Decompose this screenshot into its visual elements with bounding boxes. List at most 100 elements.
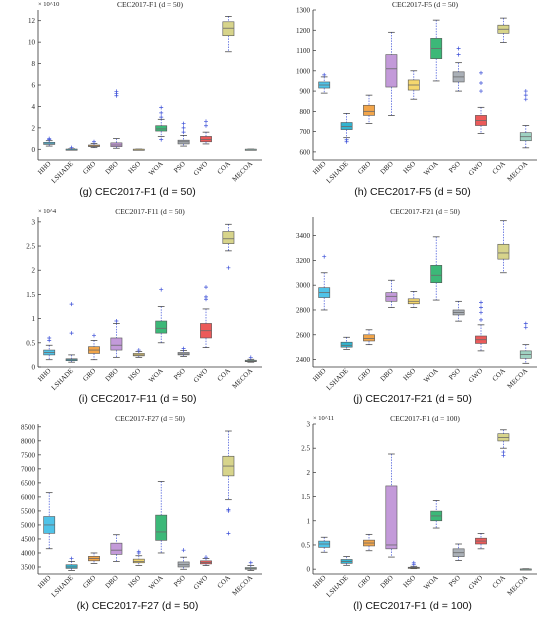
y-tick-label: 600 (300, 148, 311, 156)
boxplot-f21-d50: CEC2017-F21 (d = 50) 2400 2600 2800 3000 3200… (296, 207, 537, 392)
y-tick-label: 2400 (296, 356, 311, 364)
y-tick-label: 3200 (296, 257, 311, 265)
x-tick-label: HSO (127, 367, 143, 383)
outlier-marker (159, 105, 164, 110)
boxplot-f1-d100: CEC2017-F1 (d = 100) × 10^11 0 0.5 1 1.5 2 2.5 3… (301, 414, 537, 599)
iqr-box (385, 485, 398, 550)
x-tick-label: GWO (467, 160, 484, 177)
box-hso (407, 291, 420, 308)
outlier-marker (479, 310, 483, 315)
box-hso (407, 70, 420, 100)
x-tick-label: COA (216, 160, 232, 176)
outlier-marker (69, 331, 74, 336)
box-coa (222, 223, 235, 270)
x-tick-label: PSO (447, 574, 462, 589)
box-dbo (110, 319, 123, 358)
outlier-marker (181, 548, 186, 553)
chart-title: CEC2017-F5 (d = 50) (392, 0, 459, 9)
outlier-marker (159, 110, 164, 115)
iqr-box (155, 320, 168, 334)
y-tick-label: 4 (32, 103, 36, 111)
outlier-marker (47, 136, 52, 141)
caption-j: (j) CEC2017-F21 (d = 50) (353, 393, 472, 405)
iqr-box (110, 337, 123, 351)
x-tick-label: COA (216, 574, 232, 590)
outlier-marker (181, 125, 186, 130)
x-tick-label: PSO (172, 367, 187, 382)
box-lshade (340, 556, 353, 566)
box-pso (452, 543, 465, 561)
y-tick-label: 4000 (21, 549, 36, 557)
boxplot-f27-d50: CEC2017-F27 (d = 50) 3500 4000 4500 5000 5500… (21, 414, 262, 599)
box-mecoa (244, 148, 257, 151)
x-tick-label: HHO (311, 367, 327, 383)
x-tick-label: GRO (356, 367, 372, 383)
x-tick-label: LSHADE (50, 367, 75, 392)
y-tick-label: 5000 (21, 521, 36, 529)
x-tick-label: WOA (422, 367, 439, 384)
y-tick-label: 7500 (21, 451, 36, 459)
x-tick-label: PSO (172, 160, 187, 175)
box-woa (430, 500, 443, 529)
panel-k: CEC2017-F27 (d = 50) 3500 4000 4500 5000 5500… (0, 414, 275, 621)
outlier-marker (344, 139, 349, 144)
panel-g: CEC2017-F1 (d = 50) × 10^10 0 2 4 6 8 10 12 HHO LS… (0, 0, 275, 207)
box-woa (155, 105, 168, 142)
box-gwo (200, 285, 212, 348)
x-tick-label: HHO (36, 160, 52, 176)
y-tick-label: 1.5 (301, 493, 310, 501)
outlier-marker (226, 507, 231, 512)
chart-title: CEC2017-F1 (d = 100) (390, 414, 460, 423)
x-tick-label: DBO (104, 160, 120, 176)
box-hho (318, 254, 331, 311)
box-pso (452, 300, 465, 322)
y-tick-label: 4500 (21, 535, 36, 543)
box-mecoa (519, 321, 532, 364)
outlier-marker (523, 89, 528, 94)
x-tick-label: HHO (311, 160, 327, 176)
y-tick-label: 0 (307, 566, 311, 574)
box-gro (88, 139, 100, 149)
x-tick-label: MECOA (231, 574, 255, 598)
x-tick-label: MECOA (506, 367, 530, 391)
y-tick-label: 0 (32, 364, 36, 372)
x-tick-label: MECOA (231, 160, 255, 184)
outlier-marker (226, 265, 231, 270)
iqr-box (385, 54, 398, 88)
chart-title: CEC2017-F21 (d = 50) (390, 207, 460, 216)
outlier-marker (501, 453, 506, 458)
chart-title: CEC2017-F27 (d = 50) (115, 414, 185, 423)
outlier-marker (69, 145, 74, 150)
y-tick-label: 8000 (21, 437, 36, 445)
box-woa (155, 287, 168, 344)
y-tick-label: 2 (32, 267, 36, 275)
outlier-marker (523, 97, 528, 102)
x-tick-label: GRO (81, 367, 97, 383)
y-tick-label: 2 (32, 124, 36, 132)
panel-l: CEC2017-F1 (d = 100) × 10^11 0 0.5 1 1.5 2 2.5 3… (275, 414, 550, 621)
outlier-marker (204, 123, 208, 128)
box-dbo (385, 453, 398, 558)
y-tick-label: 8500 (21, 423, 36, 431)
y-tick-label: 3 (307, 421, 311, 429)
x-tick-label: GWO (467, 574, 484, 591)
y-tick-label: 5500 (21, 507, 36, 515)
box-gro (363, 533, 375, 552)
box-gro (88, 552, 100, 564)
outlier-marker (411, 560, 416, 565)
box-coa (497, 17, 510, 43)
x-tick-label: COA (491, 574, 507, 590)
outlier-marker (136, 549, 141, 554)
box-gwo (475, 70, 487, 134)
x-tick-label: COA (491, 160, 507, 176)
x-tick-label: HSO (127, 574, 143, 590)
y-tick-label: 0.5 (26, 339, 35, 347)
box-lshade (340, 113, 353, 144)
y-tick-label: 3 (32, 218, 36, 226)
outlier-marker (204, 285, 208, 290)
outlier-marker (92, 139, 96, 144)
outlier-marker (69, 556, 74, 561)
y-axis-exponent: × 10^10 (38, 1, 59, 8)
y-tick-label: 3000 (296, 282, 311, 290)
y-tick-label: 12 (28, 17, 36, 25)
